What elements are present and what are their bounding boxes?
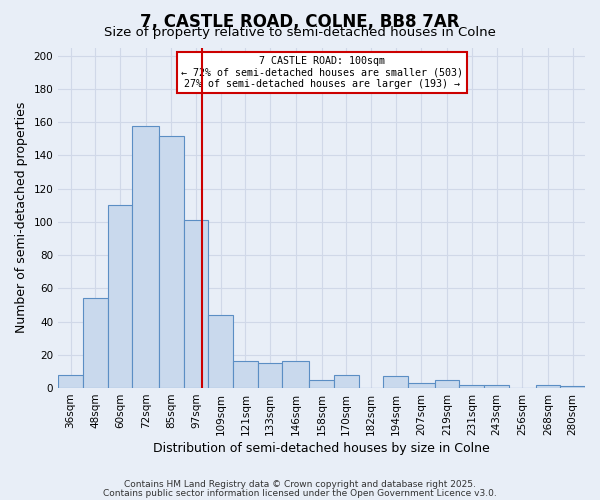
X-axis label: Distribution of semi-detached houses by size in Colne: Distribution of semi-detached houses by … <box>153 442 490 455</box>
Bar <box>484 384 509 388</box>
Text: 7 CASTLE ROAD: 100sqm
← 72% of semi-detached houses are smaller (503)
27% of sem: 7 CASTLE ROAD: 100sqm ← 72% of semi-deta… <box>181 56 463 89</box>
Bar <box>334 375 359 388</box>
Bar <box>536 384 560 388</box>
Bar <box>208 315 233 388</box>
Y-axis label: Number of semi-detached properties: Number of semi-detached properties <box>15 102 28 334</box>
Bar <box>233 362 258 388</box>
Text: Contains HM Land Registry data © Crown copyright and database right 2025.: Contains HM Land Registry data © Crown c… <box>124 480 476 489</box>
Bar <box>435 380 460 388</box>
Bar <box>309 380 334 388</box>
Bar <box>58 375 83 388</box>
Bar <box>408 383 435 388</box>
Bar <box>132 126 159 388</box>
Text: Contains public sector information licensed under the Open Government Licence v3: Contains public sector information licen… <box>103 488 497 498</box>
Text: Size of property relative to semi-detached houses in Colne: Size of property relative to semi-detach… <box>104 26 496 39</box>
Bar <box>258 363 283 388</box>
Bar <box>460 384 484 388</box>
Bar <box>184 220 208 388</box>
Text: 7, CASTLE ROAD, COLNE, BB8 7AR: 7, CASTLE ROAD, COLNE, BB8 7AR <box>140 12 460 30</box>
Bar <box>560 386 585 388</box>
Bar <box>383 376 408 388</box>
Bar <box>83 298 107 388</box>
Bar <box>283 362 309 388</box>
Bar <box>159 136 184 388</box>
Bar <box>107 206 132 388</box>
